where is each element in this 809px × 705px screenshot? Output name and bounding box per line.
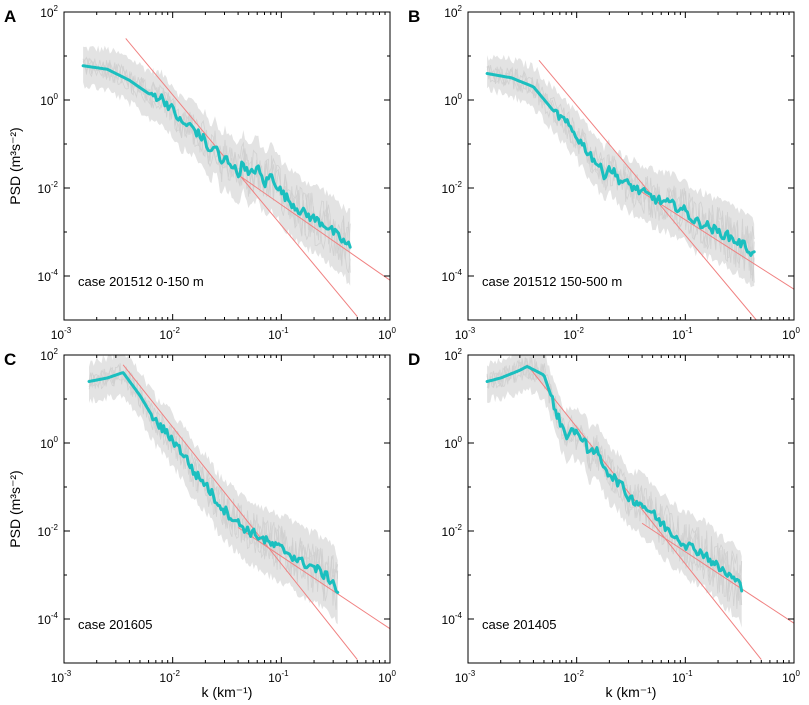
y-tick-label: 100 <box>40 92 58 108</box>
fit-line-steep <box>122 364 358 660</box>
x-tick-label: 10-1 <box>672 326 693 342</box>
x-tick-label: 100 <box>782 326 800 342</box>
panel-letter: D <box>408 350 420 369</box>
plot-area <box>485 54 794 320</box>
y-tick-label: 10-4 <box>442 611 463 627</box>
y-tick-label: 102 <box>40 4 58 20</box>
x-tick-label: 10-1 <box>268 326 289 342</box>
panel-letter: A <box>4 7 16 26</box>
case-label: case 201512 150-500 m <box>482 274 622 289</box>
x-tick-label: 100 <box>782 669 800 685</box>
x-tick-label: 100 <box>378 669 396 685</box>
y-axis-label: PSD (m³s⁻²) <box>7 470 23 547</box>
y-tick-label: 10-2 <box>38 523 59 539</box>
x-axis-label: k (km⁻¹) <box>606 684 657 700</box>
fit-line-shallow <box>641 522 794 624</box>
panel-letter: B <box>408 7 420 26</box>
x-tick-label: 10-3 <box>455 669 476 685</box>
axes-frame <box>467 354 795 664</box>
x-tick-label: 10-3 <box>51 669 72 685</box>
psd-envelope <box>83 45 351 286</box>
y-axis-label: PSD (m³s⁻²) <box>7 127 23 204</box>
psd-member-trace <box>82 58 351 265</box>
psd-member-trace <box>486 356 743 606</box>
y-tick-label: 10-2 <box>38 180 59 196</box>
plot-area <box>87 355 390 660</box>
case-label: case 201605 <box>78 617 152 632</box>
plot-area <box>81 38 390 317</box>
y-tick-label: 102 <box>444 4 462 20</box>
x-axis-label: k (km⁻¹) <box>202 684 253 700</box>
y-tick-label: 10-4 <box>442 268 463 284</box>
panel-letter: C <box>4 350 16 369</box>
y-tick-label: 102 <box>40 347 58 363</box>
x-tick-label: 10-2 <box>159 669 180 685</box>
y-tick-label: 102 <box>444 347 462 363</box>
case-label: case 201405 <box>482 617 556 632</box>
x-tick-label: 10-2 <box>563 669 584 685</box>
fit-line-shallow <box>237 174 390 281</box>
y-tick-label: 100 <box>40 435 58 451</box>
x-tick-label: 10-3 <box>455 326 476 342</box>
fit-line-shallow <box>641 191 794 290</box>
fit-line-steep <box>538 59 757 320</box>
y-tick-label: 10-4 <box>38 268 59 284</box>
psd-mean-line <box>485 365 744 593</box>
fit-line-steep <box>526 364 762 660</box>
x-tick-label: 10-1 <box>268 669 289 685</box>
psd-member-trace <box>486 358 743 607</box>
axes-frame <box>63 354 391 664</box>
x-tick-label: 10-2 <box>563 326 584 342</box>
psd-member-trace <box>82 58 351 273</box>
psd-member-trace <box>82 57 351 274</box>
y-tick-label: 10-2 <box>442 180 463 196</box>
psd-mean-line <box>87 371 340 594</box>
x-tick-label: 10-2 <box>159 326 180 342</box>
y-tick-label: 100 <box>444 92 462 108</box>
psd-mean-line <box>485 72 756 257</box>
y-tick-label: 100 <box>444 435 462 451</box>
plot-area <box>485 355 794 660</box>
axes-frame <box>63 11 391 321</box>
axes-frame <box>467 11 795 321</box>
psd-member-trace <box>88 363 339 601</box>
fit-line-shallow <box>237 527 390 630</box>
psd-member-trace <box>487 66 755 279</box>
psd-mean-line <box>81 64 352 249</box>
y-tick-label: 10-4 <box>38 611 59 627</box>
x-tick-label: 100 <box>378 326 396 342</box>
x-tick-label: 10-1 <box>672 669 693 685</box>
case-label: case 201512 0-150 m <box>78 274 204 289</box>
x-tick-label: 10-3 <box>51 326 72 342</box>
y-tick-label: 10-2 <box>442 523 463 539</box>
